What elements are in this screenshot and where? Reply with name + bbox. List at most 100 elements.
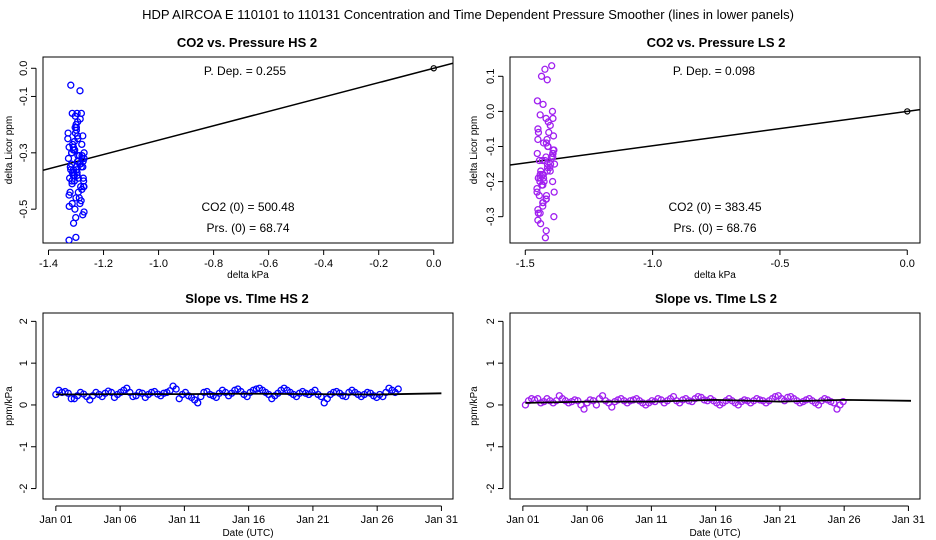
data-point — [541, 65, 549, 73]
data-point — [533, 97, 542, 105]
panel-title: Slope vs. TIme HS 2 — [185, 291, 309, 306]
data-point — [534, 128, 543, 137]
x-tick-label: -0.5 — [770, 258, 789, 270]
panel-hs-scatter: CO2 vs. Pressure HS 2 delta kPa delta Li… — [4, 35, 454, 281]
data-point — [550, 160, 559, 168]
data-point — [546, 160, 555, 168]
plot-frame — [42, 56, 454, 244]
x-tick-label: 0.0 — [900, 258, 915, 270]
pressure-zero-annotation: Prs. (0) = 68.74 — [206, 221, 289, 235]
x-tick-label: Jan 06 — [104, 514, 137, 526]
data-point — [79, 132, 87, 140]
data-point — [549, 132, 558, 140]
data-point — [68, 149, 76, 157]
plot-marks: Jan 01 Jan 06 Jan 11 Jan 16 Jan 21 Jan 26 Jan … — [18, 318, 458, 526]
data-point — [536, 209, 544, 217]
data-point — [80, 154, 88, 163]
data-point — [533, 184, 541, 193]
data-point — [541, 234, 550, 242]
x-tick-label: Jan 16 — [699, 514, 732, 526]
x-tick-label: 0.0 — [426, 258, 441, 270]
x-tick-label: Jan 16 — [232, 514, 265, 526]
y-axis-label: delta Licor ppm — [4, 116, 15, 184]
y-tick-label: 2 — [18, 318, 30, 324]
data-point — [68, 199, 76, 208]
data-point — [539, 100, 547, 109]
data-point — [552, 397, 560, 405]
data-point — [544, 142, 552, 151]
y-tick-label: 0 — [485, 402, 497, 408]
data-point — [200, 388, 208, 397]
plot-marks: -1.4 -1.2 -1.0 -0.8 -0.6 -0.4 -0.2 0.0 0.0 -0.1 -0… — [18, 61, 453, 270]
y-tick-label: 0.0 — [18, 61, 30, 76]
x-tick-label: -0.6 — [259, 258, 278, 270]
origin-point — [904, 108, 911, 115]
y-axis: -2 -1 0 1 2 — [18, 318, 37, 494]
x-tick-label: Jan 01 — [39, 514, 72, 526]
y-tick-label: 0.1 — [485, 69, 497, 84]
data-point — [592, 401, 601, 409]
data-point — [107, 388, 116, 397]
origin-point — [430, 65, 437, 72]
panel-ls-scatter: CO2 vs. Pressure LS 2 delta kPa delta Li… — [469, 35, 921, 281]
y-tick-label: -2 — [18, 484, 30, 494]
y-tick-label: -0.3 — [485, 207, 497, 226]
data-point — [67, 81, 75, 89]
data-point — [586, 396, 594, 404]
data-point — [756, 396, 764, 404]
panel-title: CO2 vs. Pressure LS 2 — [647, 35, 786, 50]
data-point — [80, 182, 88, 191]
y-tick-label: -1 — [18, 442, 30, 452]
y-tick-label: -0.2 — [485, 172, 497, 191]
data-point — [534, 135, 542, 144]
y-tick-label: 2 — [485, 318, 497, 324]
y-tick-label: -0.1 — [18, 87, 30, 106]
data-point — [194, 399, 202, 407]
data-point — [135, 388, 143, 397]
data-point — [608, 403, 616, 411]
x-tick-label: Jan 01 — [506, 514, 539, 526]
data-point — [72, 233, 80, 242]
co2-zero-annotation: CO2 (0) = 500.48 — [201, 200, 294, 214]
x-axis: -1.5 -1.0 -0.5 0.0 — [516, 249, 915, 270]
y-tick-label: -1 — [485, 442, 497, 452]
p-dep-annotation: P. Dep. = 0.255 — [204, 64, 287, 78]
data-point — [580, 405, 588, 413]
page-title: HDP AIRCOA E 110101 to 110131 Concentrat… — [142, 7, 794, 22]
x-axis-label: delta kPa — [694, 270, 736, 281]
plot-area — [521, 392, 912, 413]
data-point — [536, 174, 544, 182]
data-point — [79, 174, 87, 182]
data-point — [771, 392, 779, 401]
x-tick-label: -1.0 — [149, 258, 168, 270]
data-point — [323, 395, 331, 403]
data-point — [833, 405, 841, 413]
data-point — [542, 191, 551, 200]
panel-ls-slope: Slope vs. TIme LS 2 Date (UTC) ppm/kPa J… — [469, 291, 925, 539]
data-point — [67, 395, 75, 403]
plot-frame — [42, 312, 454, 500]
data-point — [548, 177, 557, 186]
data-point — [577, 401, 585, 409]
data-point — [363, 388, 372, 397]
data-point — [539, 139, 548, 147]
data-point — [535, 191, 543, 200]
data-point — [536, 177, 544, 186]
y-tick-label: 0 — [18, 402, 30, 408]
data-point — [69, 219, 78, 227]
data-point — [68, 109, 76, 118]
data-point — [536, 220, 545, 228]
y-tick-label: 1 — [18, 360, 30, 366]
data-point — [534, 125, 542, 133]
x-axis: Jan 01 Jan 06 Jan 11 Jan 16 Jan 21 Jan 26 Jan … — [506, 505, 925, 526]
x-tick-label: Jan 06 — [571, 514, 604, 526]
x-axis: Jan 01 Jan 06 Jan 11 Jan 16 Jan 21 Jan 26 Jan … — [39, 505, 458, 526]
x-tick-label: -0.8 — [204, 258, 223, 270]
y-tick-label: -2 — [485, 484, 497, 494]
x-tick-label: Jan 11 — [168, 514, 200, 526]
data-point — [537, 72, 546, 80]
data-point — [77, 163, 85, 171]
plot-area — [510, 62, 920, 242]
y-axis: 0.0 -0.1 -0.3 -0.5 — [18, 61, 37, 219]
